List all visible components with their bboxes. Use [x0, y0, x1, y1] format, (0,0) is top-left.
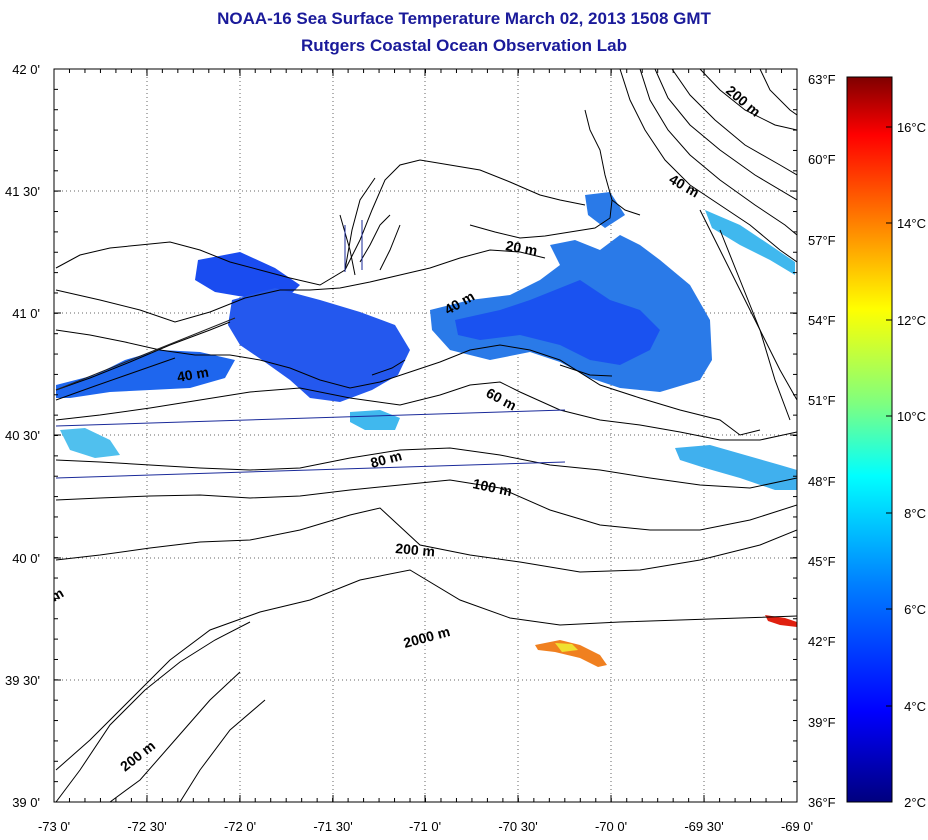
lon-label-71-30: -71 30' [313, 819, 352, 834]
colorbar [846, 76, 893, 803]
lat-label-40: 40 0' [12, 551, 40, 566]
sst-patch-west-edge [60, 428, 120, 458]
contour-label-m-edge: m [48, 585, 67, 605]
c-label-2: 2°C [904, 795, 926, 810]
contour-label-20m: 20 m [504, 237, 538, 258]
c-label-4: 4°C [904, 699, 926, 714]
coastline-contours [55, 69, 797, 802]
lon-label-72: -72 0' [224, 819, 256, 834]
sst-patch-warm-2 [765, 615, 797, 627]
f-label-60: 60°F [808, 152, 836, 167]
sst-patch-warm-yellow [555, 643, 578, 652]
sst-patch-block-island [228, 288, 410, 402]
f-label-51: 51°F [808, 393, 836, 408]
lon-label-72-30: -72 30' [127, 819, 166, 834]
f-label-42: 42°F [808, 634, 836, 649]
contour-label-40m-gom: 40 m [667, 171, 703, 201]
lat-label-41-30: 41 30' [5, 184, 40, 199]
lon-label-70-30: -70 30' [498, 819, 537, 834]
sst-patch-gom [705, 210, 795, 275]
minor-ticks [53, 68, 798, 803]
sst-patch-nantucket-inner [455, 280, 660, 365]
contour-label-40m-west: 40 m [176, 364, 210, 385]
lon-label-70: -70 0' [595, 819, 627, 834]
track-lines [55, 220, 566, 479]
map-title: NOAA-16 Sea Surface Temperature March 02… [217, 9, 711, 28]
c-label-12: 12°C [897, 313, 926, 328]
f-label-54: 54°F [808, 313, 836, 328]
contour-label-200m-mid: 200 m [395, 540, 436, 559]
sst-patch-small-south [350, 410, 400, 430]
lon-label-69-30: -69 30' [684, 819, 723, 834]
lat-label-40-30: 40 30' [5, 428, 40, 443]
f-label-36: 36°F [808, 795, 836, 810]
c-label-10: 10°C [897, 409, 926, 424]
sst-patch-long-island-sound [195, 252, 300, 300]
sst-patch-shelf-east [675, 445, 797, 490]
contour-label-100m: 100 m [471, 475, 513, 499]
f-label-45: 45°F [808, 554, 836, 569]
f-label-48: 48°F [808, 474, 836, 489]
map-subtitle: Rutgers Coastal Ocean Observation Lab [301, 36, 627, 55]
colorbar-ticks [886, 126, 892, 707]
sst-patch-cape-east [585, 192, 625, 228]
lon-label-69: -69 0' [781, 819, 813, 834]
lon-label-73: -73 0' [38, 819, 70, 834]
f-label-39: 39°F [808, 715, 836, 730]
contour-label-200m-sw: 200 m [117, 737, 158, 774]
contour-label-2000m: 2000 m [402, 623, 452, 651]
c-label-14: 14°C [897, 216, 926, 231]
sst-patch-warm-1 [535, 640, 607, 667]
sst-patch-west [56, 350, 235, 398]
contour-label-200m-ne: 200 m [723, 82, 764, 120]
lat-label-39-30: 39 30' [5, 673, 40, 688]
c-label-8: 8°C [904, 506, 926, 521]
lat-label-42: 42 0' [12, 62, 40, 77]
lat-label-41: 41 0' [12, 306, 40, 321]
c-label-16: 16°C [897, 120, 926, 135]
sst-patches [56, 192, 797, 667]
f-label-57: 57°F [808, 233, 836, 248]
lon-label-71: -71 0' [409, 819, 441, 834]
contour-label-80m: 80 m [369, 447, 404, 471]
c-label-6: 6°C [904, 602, 926, 617]
lat-label-39: 39 0' [12, 795, 40, 810]
f-label-63: 63°F [808, 72, 836, 87]
